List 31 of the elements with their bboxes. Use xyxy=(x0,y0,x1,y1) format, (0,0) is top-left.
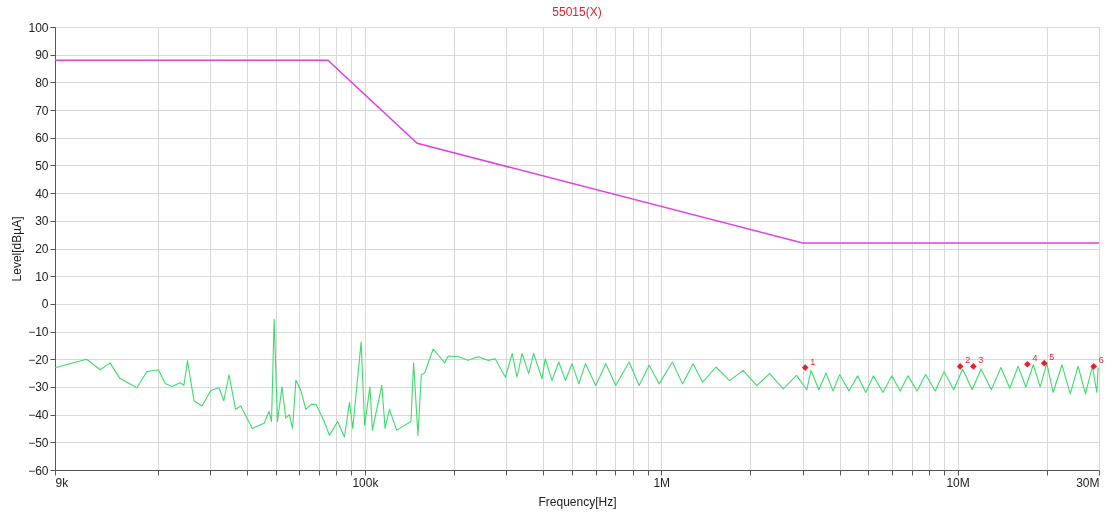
annotation: 2 xyxy=(965,355,971,366)
y-tick-label: 0 xyxy=(41,297,49,312)
y-tick-label: 90 xyxy=(35,48,49,63)
y-tick-label: 50 xyxy=(35,158,49,173)
x-tick-label: 10M xyxy=(946,475,970,490)
y-tick-label: −20 xyxy=(28,352,49,367)
y-tick-label: 80 xyxy=(35,75,49,90)
y-tick-label: −30 xyxy=(28,380,49,395)
y-tick-label: 10 xyxy=(35,269,49,284)
annotation: 4 xyxy=(1032,353,1038,364)
annotation: 3 xyxy=(978,355,984,366)
y-tick-label: 70 xyxy=(35,103,49,118)
y-tick-label: 60 xyxy=(35,131,49,146)
annotation: 5 xyxy=(1049,352,1055,363)
y-tick-label: −40 xyxy=(28,408,49,423)
x-tick-label: 30M xyxy=(1076,475,1100,490)
y-tick-label: −10 xyxy=(28,325,49,340)
y-axis-title: Level[dBµA] xyxy=(10,216,25,282)
y-tick-label: 20 xyxy=(35,242,49,256)
x-tick-label: 1M xyxy=(653,475,671,490)
y-tick-label: −50 xyxy=(28,435,49,450)
x-tick-label: 100k xyxy=(352,475,380,490)
y-tick-label: 40 xyxy=(35,186,49,201)
x-axis-title: Frequency[Hz] xyxy=(538,494,617,509)
x-tick-label: 9k xyxy=(55,475,70,490)
y-tick-label: −60 xyxy=(28,463,49,478)
y-tick-label: 30 xyxy=(35,214,49,229)
annotation: 6 xyxy=(1098,355,1104,366)
chart-title: 55015(X) xyxy=(552,5,602,19)
y-tick-label: 100 xyxy=(28,20,49,35)
annotation: 1 xyxy=(810,356,816,367)
